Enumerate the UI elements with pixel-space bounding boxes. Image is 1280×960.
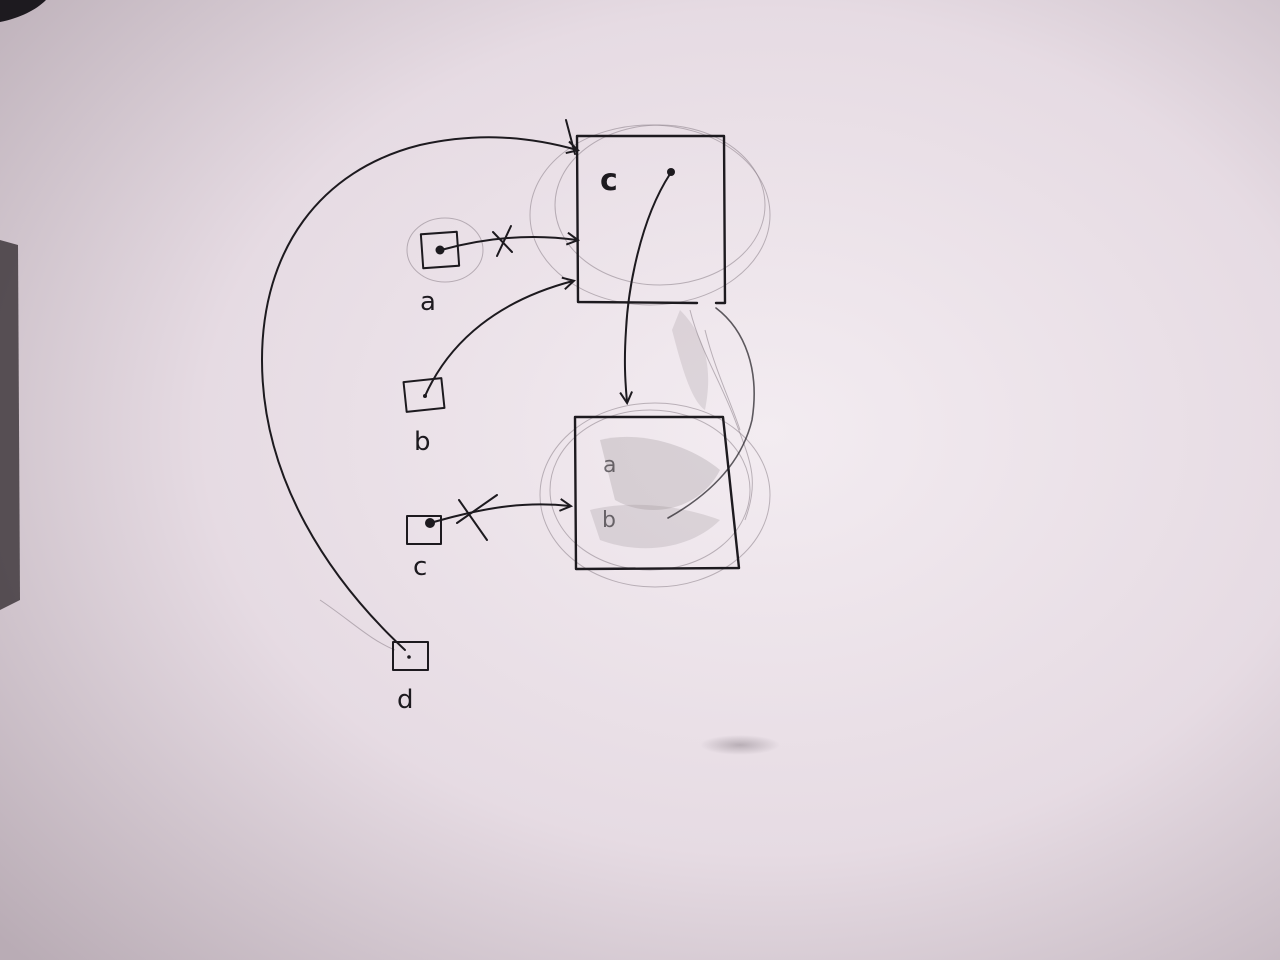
variable-a: a <box>419 230 461 317</box>
dark-corner-top <box>0 0 46 22</box>
reference-b-to-c <box>424 281 573 397</box>
object-lower-slot-b-label: b <box>602 508 616 533</box>
reference-lower-to-c-smudged <box>667 307 755 519</box>
object-c-slot-dot <box>667 168 675 176</box>
reference-a-cross-mark <box>492 225 513 257</box>
erased-ghost-marks <box>319 124 771 651</box>
reference-c-to-lower <box>625 173 671 402</box>
dark-corner-left <box>0 240 20 610</box>
variable-a-label: a <box>420 287 436 317</box>
variable-c-label: c <box>413 552 427 582</box>
variable-d-pointer-dot <box>407 655 411 659</box>
reference-c-cross-mark <box>456 494 498 541</box>
variable-d: d <box>392 641 429 715</box>
reference-d-to-c <box>261 136 577 651</box>
reference-d-tick <box>565 119 576 155</box>
variable-b: b <box>402 377 446 457</box>
object-box-lower: a b <box>573 415 741 571</box>
object-box-c: c <box>575 134 727 305</box>
variable-d-label: d <box>397 685 414 715</box>
object-lower-slot-a-label: a <box>603 453 616 478</box>
reference-c-to-lower <box>429 504 570 524</box>
variable-b-label: b <box>414 427 431 457</box>
eraser-smudge <box>700 735 780 755</box>
object-c-label: c <box>600 163 618 198</box>
